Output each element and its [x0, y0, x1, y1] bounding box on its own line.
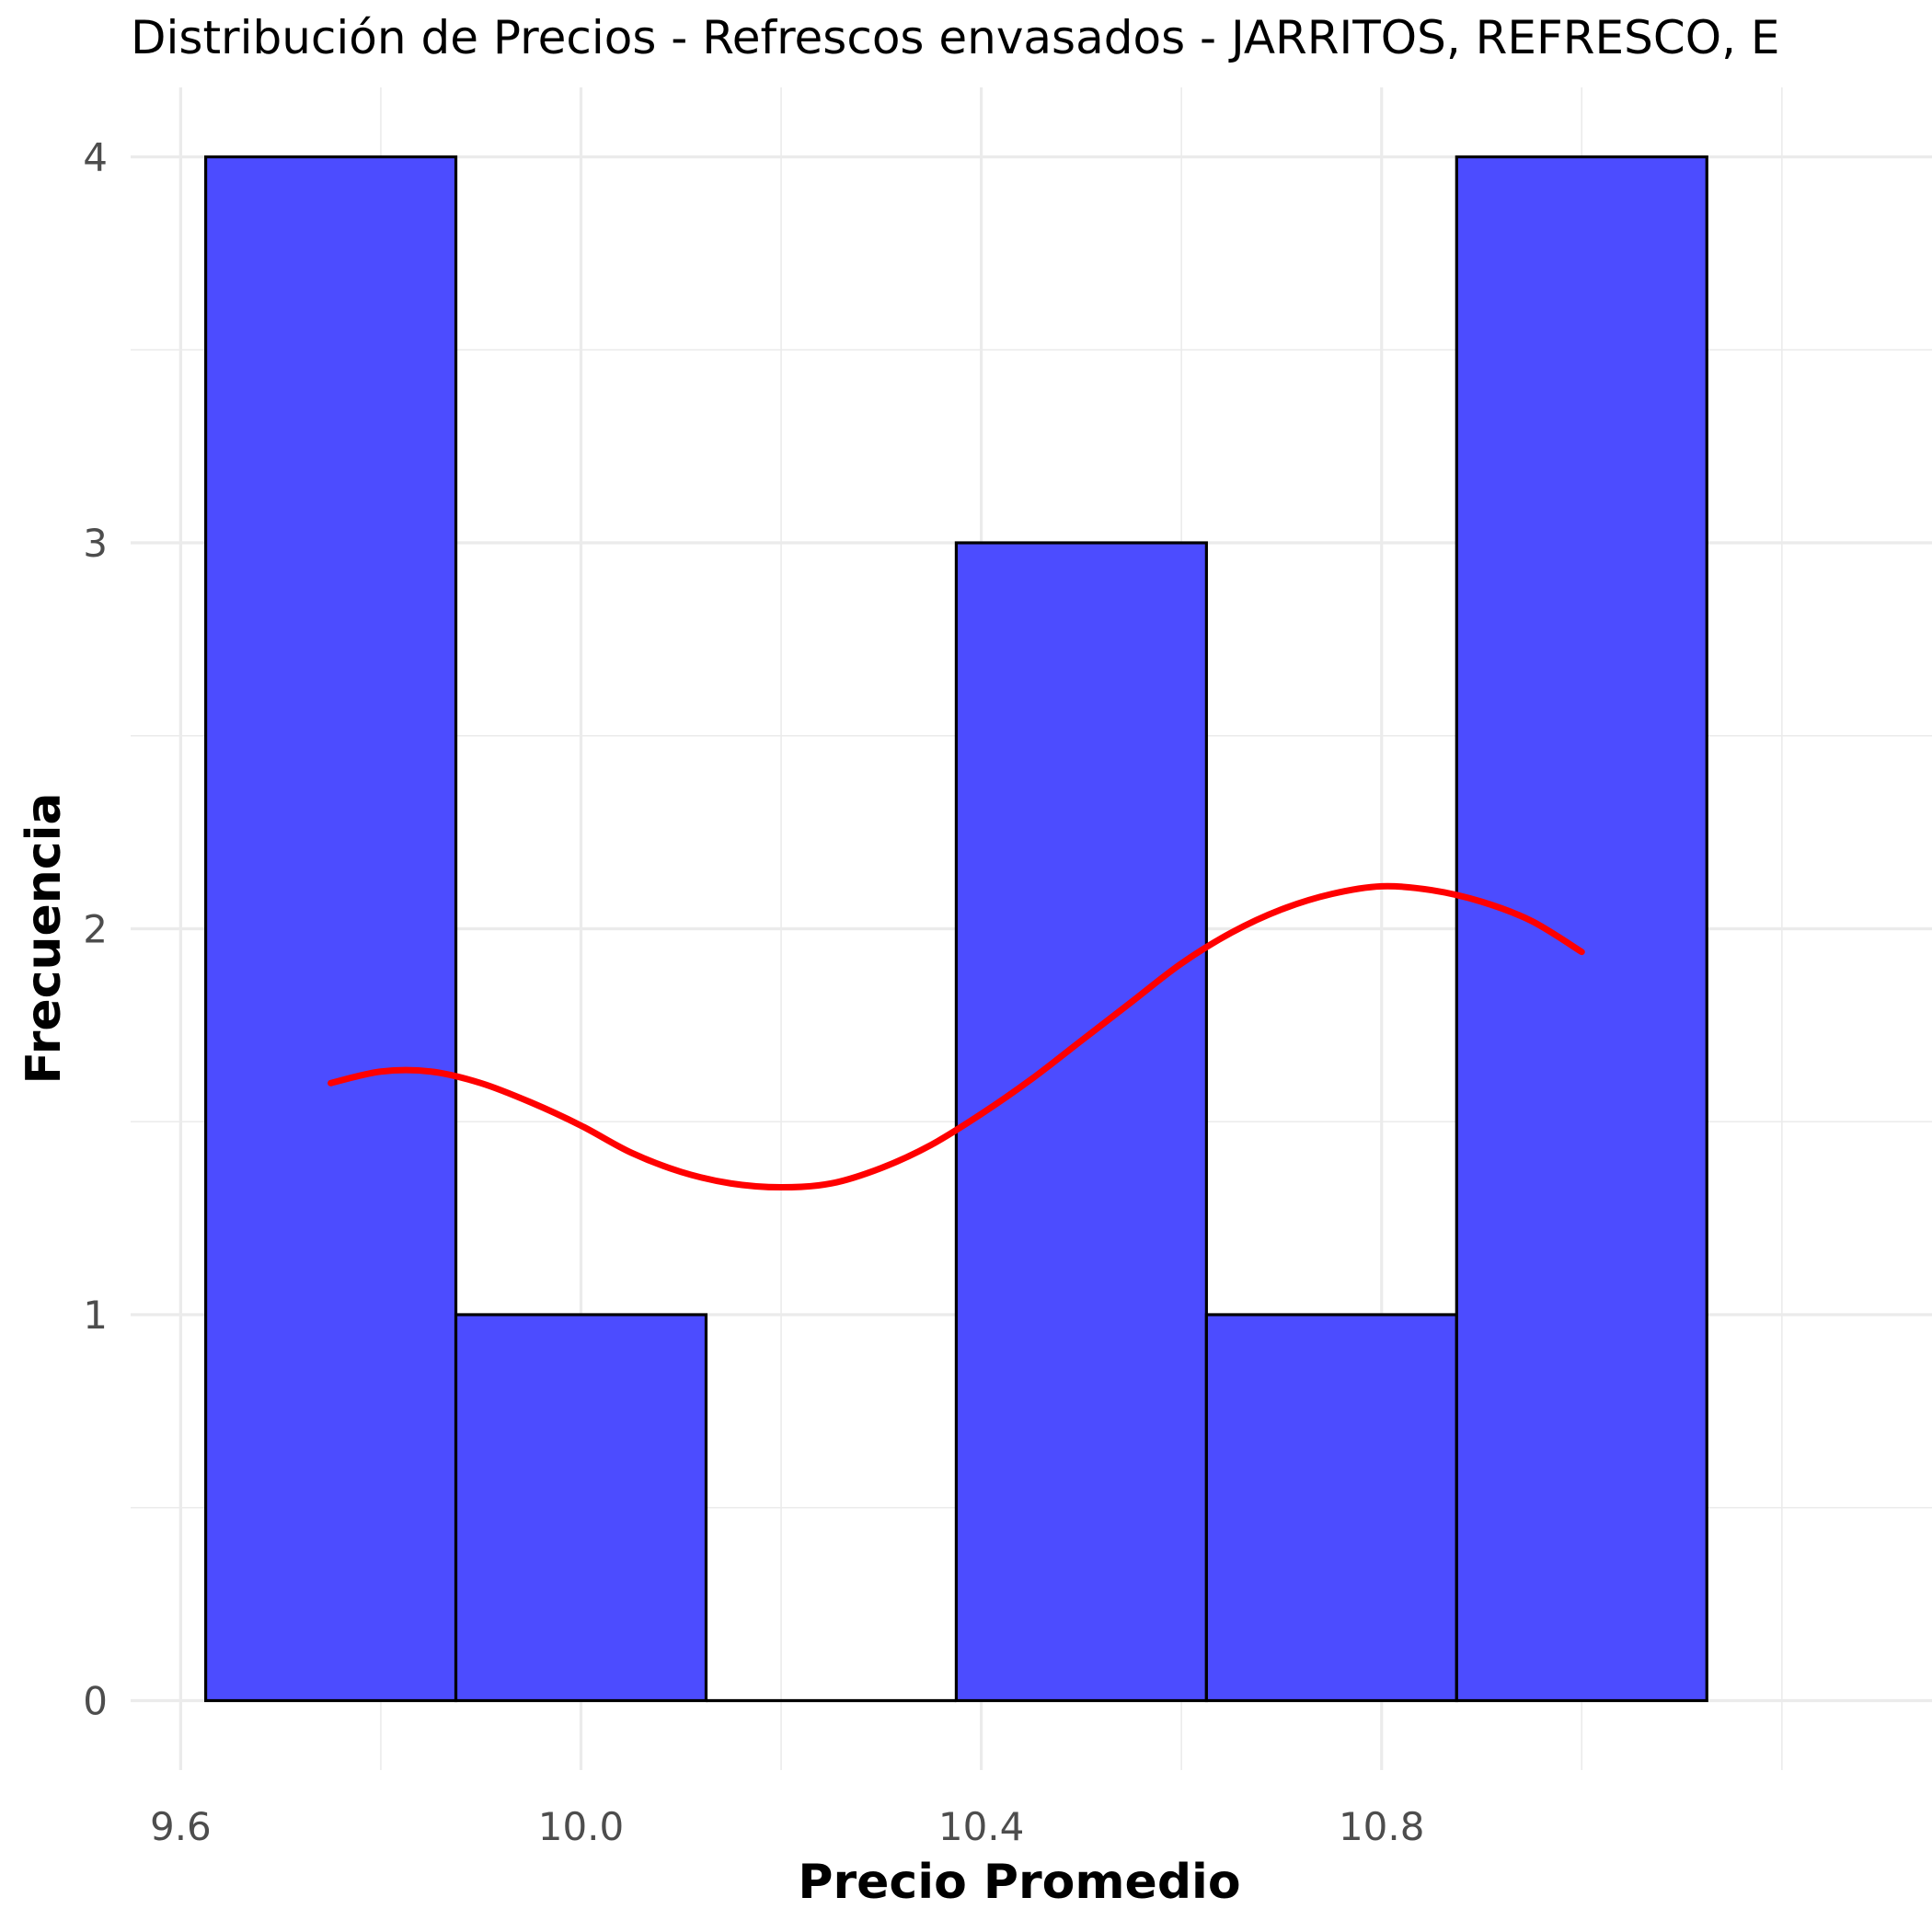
y-tick-label: 3 [83, 521, 108, 566]
x-tick-label: 10.0 [538, 1804, 625, 1849]
chart-title: Distribución de Precios - Refrescos enva… [131, 11, 1779, 64]
histogram-bar [1204, 1313, 1458, 1703]
y-axis-title: Frecuencia [17, 793, 72, 1085]
x-tick-label: 10.8 [1339, 1804, 1425, 1849]
histogram-bar [954, 541, 1208, 1703]
histogram-bars [203, 155, 1708, 1703]
x-tick-label: 10.4 [938, 1804, 1025, 1849]
histogram-bar [1455, 155, 1708, 1703]
x-axis-ticks: 9.6 10.0 10.4 10.8 [150, 1804, 1424, 1849]
y-axis-ticks: 0 1 2 3 4 [83, 135, 108, 1724]
x-tick-label: 9.6 [150, 1804, 212, 1849]
density-curve-layer [328, 882, 1585, 1191]
y-tick-label: 4 [83, 135, 108, 180]
density-curve-line [328, 882, 1585, 1191]
x-axis-title: Precio Promedio [798, 1855, 1240, 1910]
y-tick-label: 0 [83, 1678, 108, 1723]
histogram-bar [203, 155, 458, 1703]
histogram-bar [454, 1313, 708, 1703]
y-tick-label: 2 [83, 907, 108, 952]
y-tick-label: 1 [83, 1293, 108, 1338]
